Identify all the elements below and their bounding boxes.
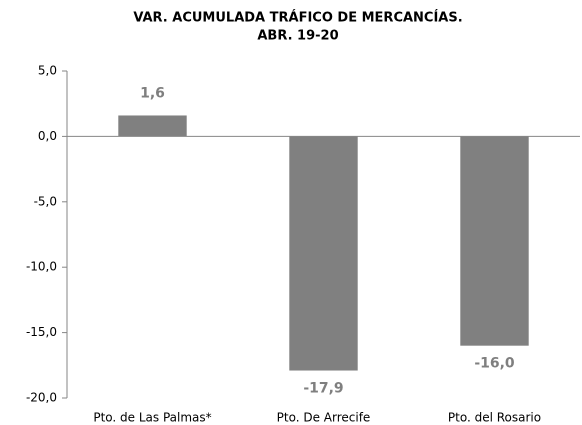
y-tick-label: 0,0 bbox=[38, 129, 57, 143]
x-tick-label: Pto. De Arrecife bbox=[277, 411, 371, 425]
x-tick-label: Pto. del Rosario bbox=[448, 411, 541, 425]
chart-title: VAR. ACUMULADA TRÁFICO DE MERCANCÍAS. bbox=[133, 10, 462, 26]
data-label: -16,0 bbox=[474, 356, 515, 372]
data-label: -17,9 bbox=[303, 381, 343, 397]
chart-subtitle: ABR. 19-20 bbox=[257, 29, 338, 44]
bar bbox=[289, 136, 358, 371]
bar bbox=[460, 136, 529, 346]
data-label: 1,6 bbox=[140, 85, 165, 101]
y-tick-label: -20,0 bbox=[26, 391, 57, 405]
y-tick-label: 5,0 bbox=[38, 64, 57, 78]
y-tick-label: -10,0 bbox=[26, 260, 57, 274]
x-tick-label: Pto. de Las Palmas* bbox=[93, 411, 211, 425]
bar bbox=[118, 115, 187, 137]
y-tick-label: -5,0 bbox=[34, 194, 57, 208]
y-tick-label: -15,0 bbox=[26, 325, 57, 339]
